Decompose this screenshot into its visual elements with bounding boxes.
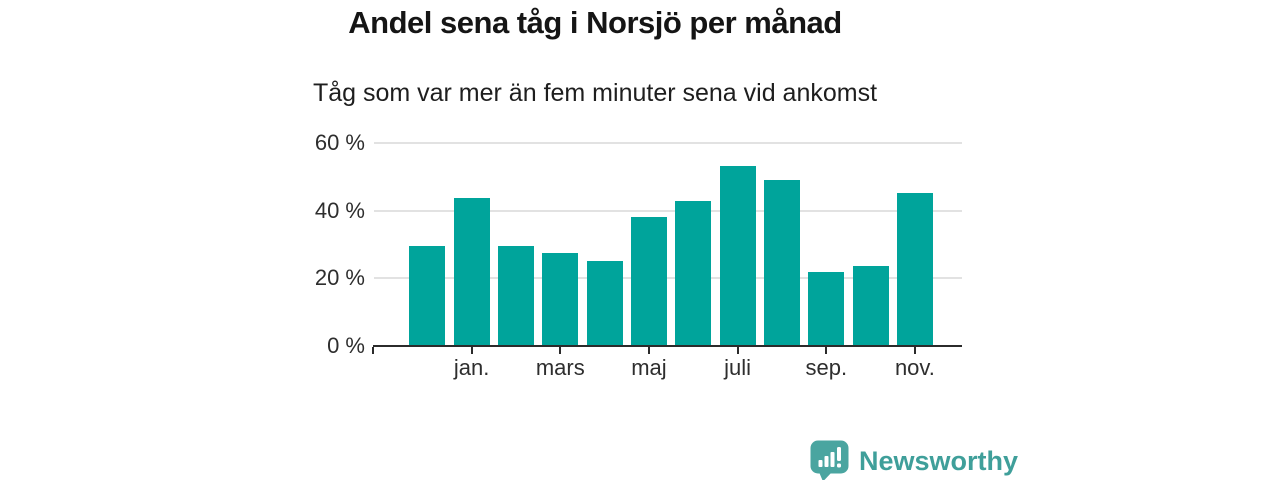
gridline-60: [374, 142, 962, 144]
x-tick-label-sep: sep.: [805, 355, 848, 380]
bar-nov: [896, 192, 933, 345]
x-axis-start-tick: [372, 347, 374, 354]
x-tick-label-nov: nov.: [894, 355, 935, 380]
x-tick-sep: [825, 347, 828, 354]
plot-area: jan. mars maj juli sep. nov.: [372, 142, 962, 380]
x-tick-label-jan: jan.: [453, 355, 490, 380]
bar-juli: [719, 165, 756, 345]
x-tick-label-mars: mars: [535, 355, 585, 380]
brand-footer: Newsworthy: [810, 440, 1018, 480]
bar-maj: [630, 216, 667, 345]
gridline-20: [374, 277, 962, 279]
x-tick-juli: [736, 347, 739, 354]
x-axis-line: [373, 344, 962, 347]
bar-aug: [763, 180, 800, 345]
y-tick-label-40: 40 %: [314, 197, 365, 223]
newsworthy-speech-bubble-bar-chart-icon: [810, 440, 849, 480]
y-axis: 60 % 40 % 20 % 0 %: [0, 0, 365, 480]
y-tick-label-20: 20 %: [314, 265, 365, 290]
x-tick-maj: [647, 347, 650, 354]
x-tick-label-juli: juli: [724, 355, 752, 380]
bar-mars: [542, 253, 579, 345]
x-tick-jan: [470, 347, 473, 354]
chart-title: Andel sena tåg i Norsjö per månad: [348, 5, 842, 40]
x-tick-mars: [559, 347, 562, 354]
bar-dec: [409, 245, 446, 345]
bar-feb: [497, 245, 534, 345]
x-tick-nov: [913, 347, 916, 354]
y-tick-label-60: 60 %: [314, 130, 365, 155]
y-tick-label-0: 0 %: [327, 332, 365, 358]
bar-juni: [675, 201, 712, 345]
bar-april: [586, 261, 623, 345]
bar-jan: [453, 197, 490, 345]
bar-okt: [852, 265, 889, 345]
gridline-40: [374, 209, 962, 212]
x-tick-label-maj: maj: [631, 355, 667, 380]
brand-name: Newsworthy: [859, 446, 1019, 476]
bar-sep: [808, 272, 845, 345]
chart-subtitle: Tåg som var mer än fem minuter sena vid …: [312, 79, 878, 107]
